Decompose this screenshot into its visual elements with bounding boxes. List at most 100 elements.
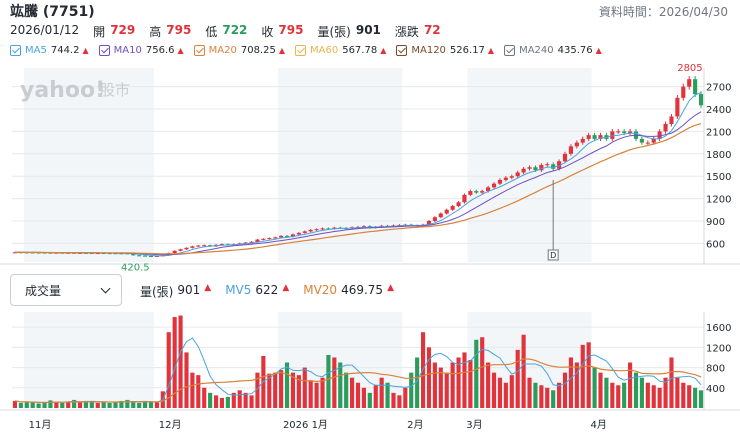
volume-bar bbox=[586, 342, 591, 408]
candle-body bbox=[675, 97, 680, 117]
volume-bar bbox=[219, 397, 225, 408]
candle-body bbox=[154, 256, 159, 258]
volume-bar bbox=[604, 377, 609, 408]
candle-body bbox=[89, 252, 94, 254]
volume-tick-label: 1200 bbox=[706, 343, 731, 354]
volume-bar bbox=[148, 401, 154, 408]
candle-body bbox=[290, 234, 296, 237]
volume-bar bbox=[338, 362, 343, 408]
candle-body bbox=[474, 191, 479, 193]
volume-bar bbox=[225, 396, 230, 408]
volume-tick-label: 400 bbox=[706, 384, 725, 395]
candle-body bbox=[598, 135, 603, 139]
ma-value: 435.76 bbox=[557, 45, 593, 56]
volume-bar bbox=[598, 372, 603, 408]
low-value: 722 bbox=[222, 23, 248, 37]
candle-body bbox=[515, 172, 520, 177]
candle-body bbox=[284, 235, 290, 237]
candle-body bbox=[72, 252, 77, 254]
ma-value: 756.6 bbox=[145, 45, 175, 56]
volume-bar bbox=[344, 372, 349, 408]
volume-bar bbox=[89, 401, 94, 408]
checkbox-icon bbox=[295, 45, 306, 56]
volume-bar bbox=[12, 400, 18, 408]
ma-toggle-ma20[interactable]: MA20 708.25 ▲ bbox=[193, 45, 285, 56]
candle-body bbox=[48, 252, 53, 254]
candle-body bbox=[143, 255, 148, 257]
candle-body bbox=[497, 179, 503, 184]
volume-bar bbox=[154, 402, 159, 408]
candle-body bbox=[172, 250, 177, 254]
up-arrow-icon: ▲ bbox=[595, 46, 602, 55]
volume-bar bbox=[698, 390, 704, 408]
volume-info: 量(張) 901 ▲ MV5 622 ▲ MV20 469.75 ▲ bbox=[140, 283, 398, 300]
volume-bar bbox=[196, 375, 201, 408]
ohlc-date: 2026/01/12 bbox=[10, 23, 80, 37]
ma-toggle-ma5[interactable]: MA5 744.2 ▲ bbox=[10, 45, 89, 56]
candle-body bbox=[95, 253, 100, 255]
ma-toggle-ma10[interactable]: MA10 756.6 ▲ bbox=[98, 45, 184, 56]
volume-bar bbox=[403, 387, 408, 408]
volume-bar bbox=[462, 352, 467, 408]
volume-bar bbox=[184, 352, 189, 408]
volume-bar bbox=[580, 344, 585, 408]
open-label: 開 bbox=[93, 25, 106, 39]
volume-bar bbox=[633, 372, 639, 408]
volume-bar bbox=[438, 367, 443, 408]
candle-body bbox=[196, 245, 201, 247]
ma-toggle-ma120[interactable]: MA120 526.17 ▲ bbox=[396, 45, 494, 56]
volume-bar bbox=[379, 377, 384, 408]
candle-body bbox=[279, 235, 284, 238]
ma-label: MA10 bbox=[113, 45, 142, 56]
candle-body bbox=[521, 168, 526, 173]
checkbox-icon bbox=[504, 45, 516, 56]
candle-body bbox=[610, 131, 615, 139]
volume-bar bbox=[267, 373, 272, 408]
candle-body bbox=[267, 238, 272, 240]
candle-body bbox=[107, 253, 112, 255]
candle-body bbox=[444, 209, 449, 214]
volume-bar bbox=[533, 382, 538, 408]
candle-body bbox=[693, 79, 698, 95]
high-label: 高 bbox=[149, 25, 162, 39]
volume-bar bbox=[426, 347, 432, 408]
volume-bar bbox=[491, 372, 497, 408]
ma-toggle-ma60[interactable]: MA60 567.78 ▲ bbox=[295, 45, 386, 56]
month-shade bbox=[23, 312, 154, 408]
candle-body bbox=[137, 255, 142, 257]
yahoo-watermark: yahoo! bbox=[20, 78, 105, 103]
volume-bar bbox=[669, 357, 674, 408]
volume-bar bbox=[657, 387, 662, 408]
candle-body bbox=[119, 253, 124, 255]
indicator-select-value: 成交量 bbox=[25, 283, 62, 298]
ma-toggle-ma240[interactable]: MA240 435.76 ▲ bbox=[504, 45, 602, 56]
price-tick-label: 2700 bbox=[706, 83, 731, 94]
event-marker-label: D bbox=[550, 251, 556, 260]
candle-body bbox=[438, 213, 443, 218]
low-marker-label: 420.5 bbox=[121, 262, 150, 273]
candle-body bbox=[450, 206, 455, 210]
ma-value: 567.78 bbox=[342, 45, 378, 56]
volume-label: 量(張) bbox=[317, 25, 351, 39]
price-tick-label: 2100 bbox=[706, 127, 731, 138]
volume-bar bbox=[95, 402, 100, 408]
month-shade bbox=[23, 68, 154, 262]
volume-bar bbox=[367, 392, 372, 408]
volume-bar bbox=[622, 382, 627, 408]
volume-bar bbox=[574, 362, 579, 408]
candle-body bbox=[503, 177, 508, 180]
volume-bar bbox=[54, 401, 59, 408]
ma-value: 744.2 bbox=[50, 45, 80, 56]
candle-body bbox=[326, 228, 331, 230]
candle-body bbox=[669, 116, 674, 124]
volume-bar bbox=[627, 362, 633, 408]
candle-body bbox=[131, 253, 136, 256]
price-tick-label: 1500 bbox=[706, 172, 731, 183]
indicator-select[interactable]: 成交量 bbox=[10, 274, 122, 306]
volume-bar bbox=[509, 375, 514, 408]
x-axis-label: 12月 bbox=[159, 419, 182, 431]
high-marker-label: 2805 bbox=[677, 63, 702, 74]
candle-body bbox=[551, 164, 556, 169]
volume-bar bbox=[515, 349, 520, 408]
